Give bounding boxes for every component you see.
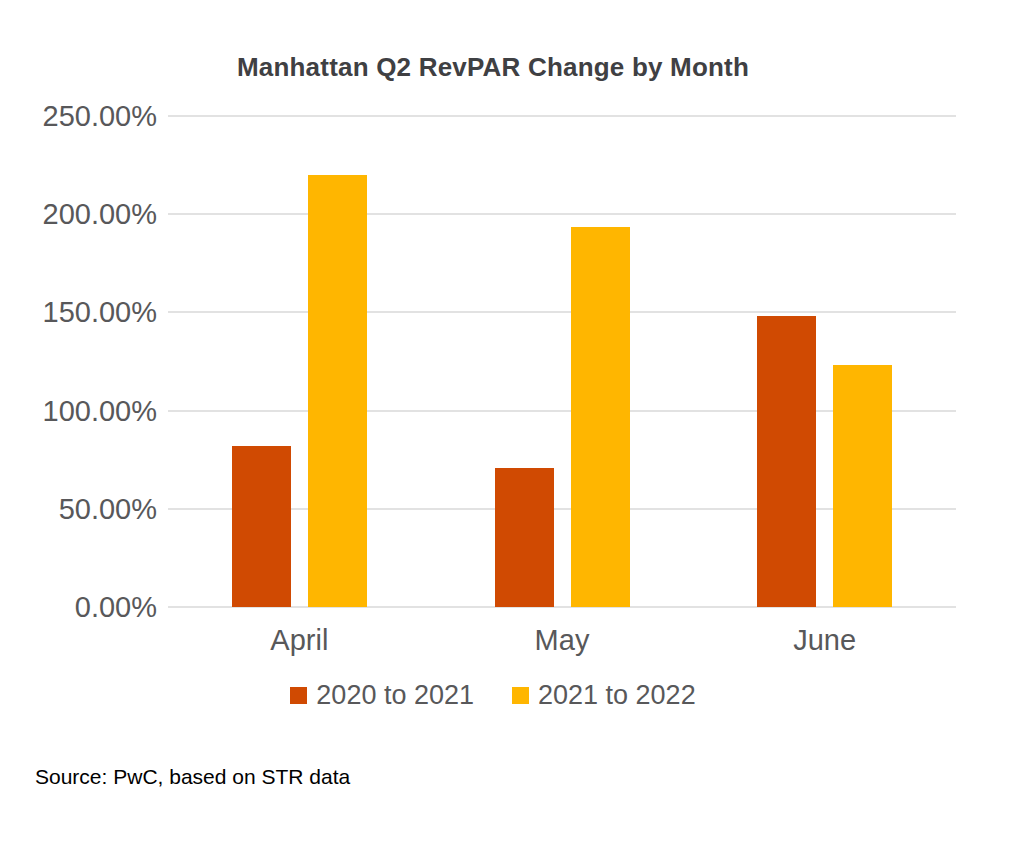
- chart-canvas: Manhattan Q2 RevPAR Change by Month 0.00…: [0, 0, 1024, 847]
- gridline: [168, 311, 956, 313]
- gridline: [168, 213, 956, 215]
- x-axis-category-label: April: [199, 624, 399, 657]
- bar-may-series-1: [495, 468, 554, 607]
- legend-label: 2020 to 2021: [316, 680, 474, 711]
- legend-label: 2021 to 2022: [538, 680, 696, 711]
- y-axis-tick-label: 0.00%: [0, 589, 157, 625]
- y-axis-tick-label: 200.00%: [0, 196, 157, 232]
- source-note: Source: PwC, based on STR data: [35, 765, 350, 789]
- gridline: [168, 115, 956, 117]
- y-axis-tick-label: 100.00%: [0, 393, 157, 429]
- legend-swatch-icon: [290, 687, 307, 704]
- x-axis-category-label: June: [725, 624, 925, 657]
- y-axis-tick-label: 50.00%: [0, 491, 157, 527]
- chart-title: Manhattan Q2 RevPAR Change by Month: [30, 52, 956, 83]
- bar-may-series-2: [571, 227, 630, 607]
- legend-item: 2020 to 2021: [290, 680, 474, 711]
- y-axis-tick-label: 250.00%: [0, 98, 157, 134]
- legend-item: 2021 to 2022: [512, 680, 696, 711]
- y-axis-tick-label: 150.00%: [0, 294, 157, 330]
- bar-june-series-2: [833, 365, 892, 607]
- legend-swatch-icon: [512, 687, 529, 704]
- legend: 2020 to 2021 2021 to 2022: [30, 680, 956, 711]
- bar-april-series-1: [232, 446, 291, 607]
- bar-june-series-1: [757, 316, 816, 607]
- bar-april-series-2: [308, 175, 367, 607]
- x-axis-category-label: May: [462, 624, 662, 657]
